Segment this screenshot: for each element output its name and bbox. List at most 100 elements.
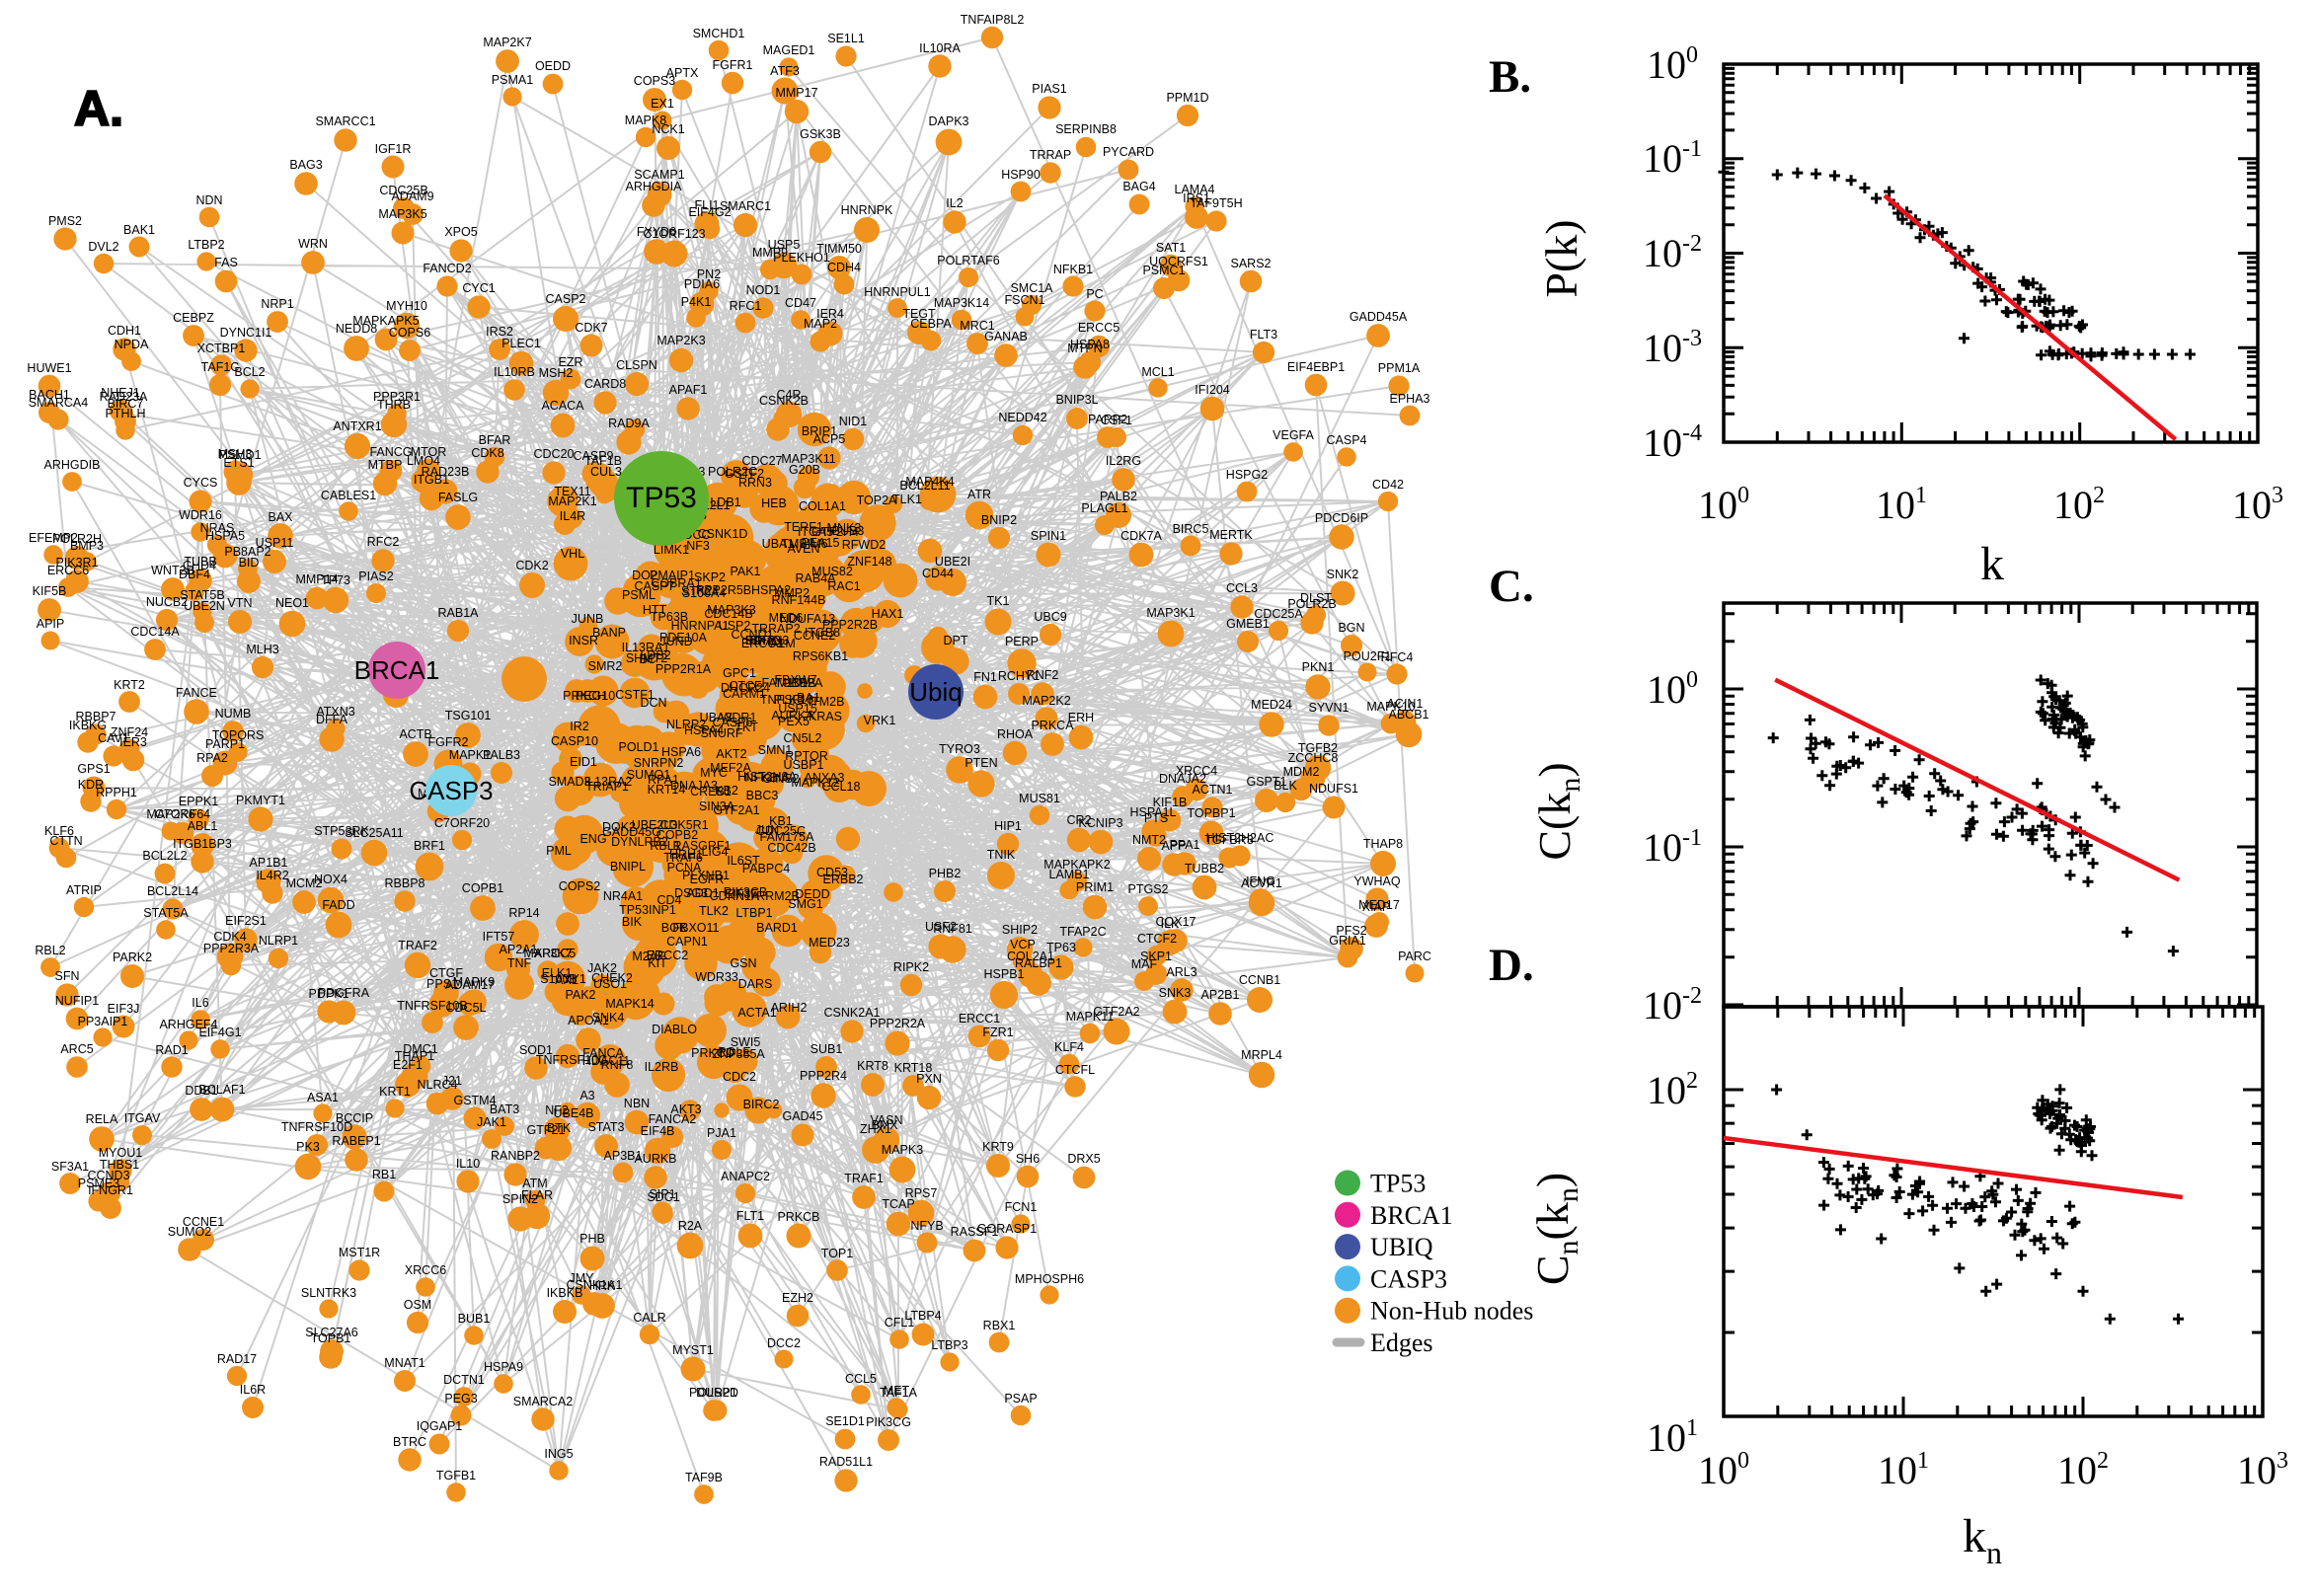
svg-text:PIK3CB: PIK3CB [724,885,767,899]
svg-text:HUWE1: HUWE1 [27,361,71,375]
svg-text:TEGT: TEGT [902,307,936,321]
svg-text:USP11: USP11 [256,536,294,550]
svg-text:ADAM17: ADAM17 [445,978,495,992]
svg-text:IL2RB: IL2RB [645,1060,679,1074]
svg-text:TK1: TK1 [987,594,1010,608]
svg-text:PAK2: PAK2 [565,988,595,1002]
svg-text:PARP1: PARP1 [205,737,245,751]
svg-text:BMX: BMX [871,1118,898,1132]
svg-text:PEG3: PEG3 [444,1392,477,1406]
svg-text:EIF3J: EIF3J [108,1002,140,1016]
svg-text:TFAP2C: TFAP2C [1059,925,1106,939]
svg-text:USP2: USP2 [719,619,751,633]
svg-text:RPS7: RPS7 [905,1186,938,1200]
svg-text:ACTN1: ACTN1 [1193,783,1233,797]
svg-text:CYCS: CYCS [184,476,218,490]
svg-text:PRTN3: PRTN3 [749,634,790,647]
svg-text:BCCIP: BCCIP [336,1111,373,1125]
svg-text:PPP2R2A: PPP2R2A [870,1017,926,1030]
svg-text:CSF1: CSF1 [1101,414,1132,427]
svg-text:PYCARD: PYCARD [1103,145,1154,159]
svg-text:AP1B1: AP1B1 [250,856,288,870]
svg-text:HAX1: HAX1 [872,607,904,621]
svg-text:SUB1: SUB1 [811,1042,843,1056]
svg-text:TLK2: TLK2 [699,904,729,918]
svg-text:BUB1: BUB1 [458,1312,491,1326]
svg-text:MYOU1: MYOU1 [99,1146,143,1160]
svg-text:RHOA: RHOA [997,727,1034,741]
svg-text:RBL2: RBL2 [35,944,65,957]
svg-text:MAP4K4: MAP4K4 [905,475,954,489]
svg-text:IFT57: IFT57 [483,930,515,944]
svg-text:DDB1: DDB1 [185,1084,217,1098]
svg-text:CAV1: CAV1 [98,731,129,745]
svg-text:DYNLRB2: DYNLRB2 [611,835,668,849]
svg-text:MPHOSPH6: MPHOSPH6 [1015,1272,1084,1286]
svg-text:HSP90: HSP90 [1001,168,1041,182]
svg-text:DCC2: DCC2 [767,1336,801,1350]
svg-text:CREB1: CREB1 [690,785,732,798]
svg-text:FSCN1: FSCN1 [1005,293,1045,307]
svg-text:DAPK3: DAPK3 [929,114,969,128]
svg-text:CALR: CALR [633,1311,665,1325]
svg-text:LDB2: LDB2 [640,648,670,662]
svg-text:NCK1: NCK1 [652,122,684,136]
svg-text:ATF3: ATF3 [770,64,800,78]
svg-text:EIF4EBP1: EIF4EBP1 [1287,360,1345,374]
svg-text:WDR16: WDR16 [179,508,222,522]
svg-text:DMC1: DMC1 [403,1042,437,1056]
svg-text:DNAJA3: DNAJA3 [670,779,718,793]
svg-text:CDK7: CDK7 [575,321,607,335]
svg-text:SLNTRK3: SLNTRK3 [301,1286,356,1300]
svg-text:PTGS2: PTGS2 [1128,882,1169,896]
svg-text:EZR: EZR [559,355,583,369]
svg-text:ITGB1BP3: ITGB1BP3 [173,837,232,851]
svg-text:RBBP7: RBBP7 [76,710,116,723]
svg-text:EIF4G2: EIF4G2 [688,205,731,219]
svg-text:MMP9: MMP9 [752,246,788,260]
svg-text:ABL1: ABL1 [188,819,218,833]
svg-text:CD44: CD44 [922,567,954,580]
svg-text:IR2: IR2 [570,720,589,733]
svg-text:KRT8: KRT8 [857,1059,888,1073]
svg-text:PML: PML [546,844,572,858]
svg-text:BIRC2: BIRC2 [743,1098,780,1111]
svg-text:KRAS: KRAS [809,710,842,723]
svg-text:KRT2: KRT2 [114,678,145,692]
svg-text:APTX: APTX [666,66,699,80]
svg-text:AP3B1: AP3B1 [604,1149,643,1163]
svg-text:FASLG: FASLG [438,491,478,504]
svg-text:TUBB2: TUBB2 [1185,862,1224,875]
svg-text:PDIA6: PDIA6 [684,277,720,291]
svg-text:TRAF1: TRAF1 [844,1172,884,1185]
svg-text:SNK2: SNK2 [1327,568,1359,581]
svg-text:B.: B. [1489,51,1531,103]
svg-text:P4K1: P4K1 [681,295,712,309]
svg-text:KB2: KB2 [715,784,738,798]
svg-text:MUS82: MUS82 [811,565,853,578]
svg-text:PTS: PTS [1144,811,1168,825]
svg-text:GSN: GSN [730,956,756,970]
svg-text:PTEN: PTEN [965,756,997,770]
svg-text:BAX: BAX [268,510,293,524]
svg-text:MAPK14: MAPK14 [605,997,654,1011]
svg-text:ANXA3: ANXA3 [805,771,845,785]
svg-text:APAF1: APAF1 [669,383,708,397]
svg-text:UBE2I: UBE2I [935,555,970,569]
svg-text:CDK4: CDK4 [213,930,246,944]
svg-text:FANCE: FANCE [176,686,217,700]
svg-text:TAF9B: TAF9B [685,1471,723,1484]
svg-text:HSPA2: HSPA2 [751,583,791,597]
svg-text:CSNK1D: CSNK1D [698,527,748,541]
svg-text:TRRAP2: TRRAP2 [751,622,800,636]
svg-text:FZR1: FZR1 [982,1026,1013,1039]
svg-text:TNFSF10: TNFSF10 [760,693,813,707]
svg-text:BAT3: BAT3 [490,1102,519,1116]
svg-text:HSPB1: HSPB1 [984,967,1025,981]
svg-text:TUBB: TUBB [184,555,216,569]
svg-text:ACVR1: ACVR1 [1241,876,1282,890]
svg-text:PP3AIP1: PP3AIP1 [78,1015,128,1028]
svg-text:BTK: BTK [547,1121,572,1135]
svg-text:XIAP: XIAP [1362,900,1391,914]
svg-text:SKP1: SKP1 [1140,950,1172,963]
